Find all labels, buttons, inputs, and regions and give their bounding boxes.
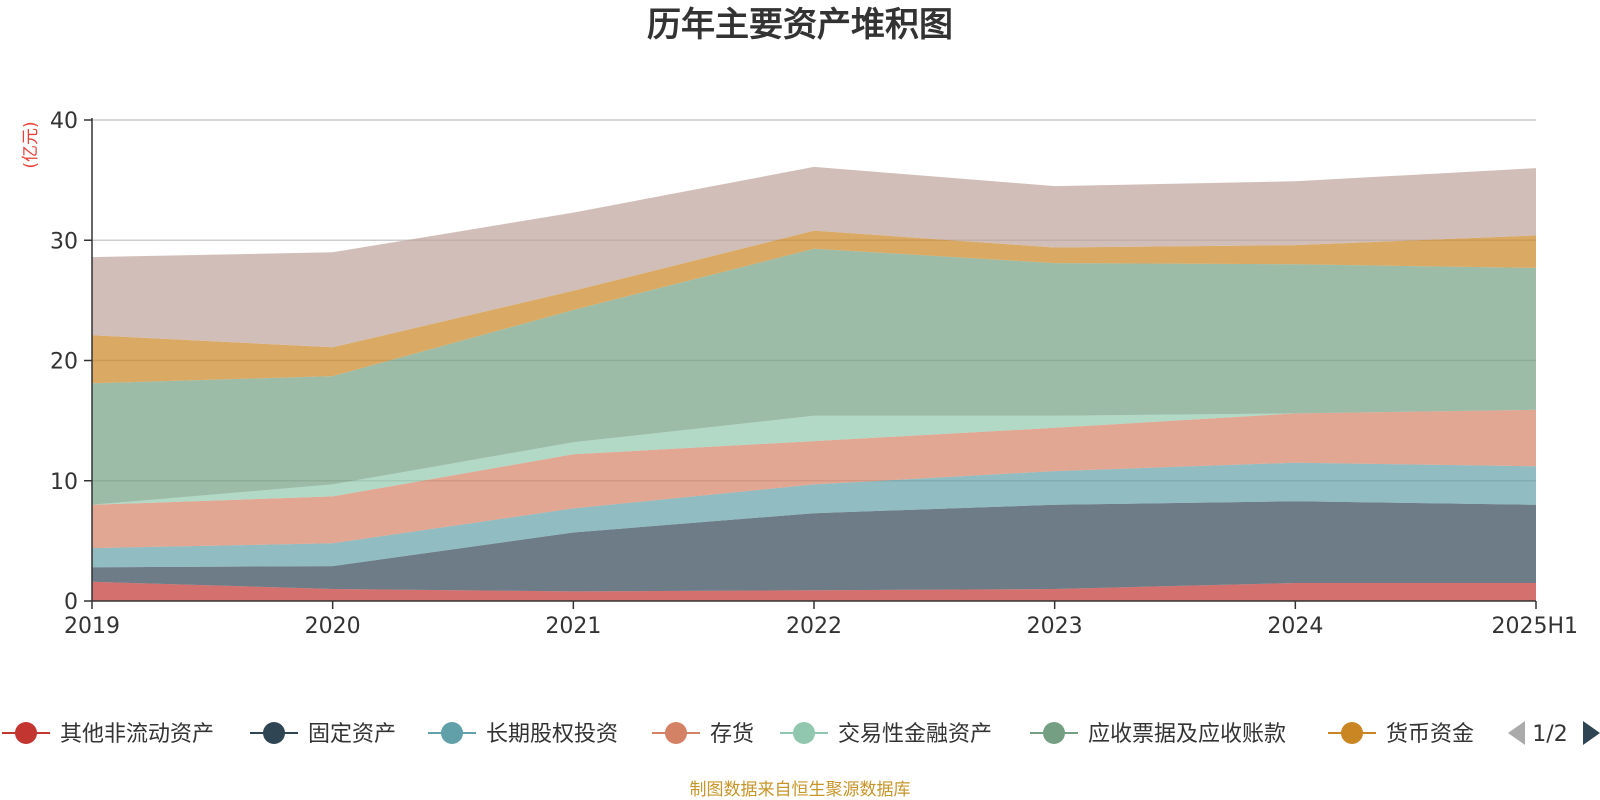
legend-item[interactable]: 长期股权投资 <box>428 722 618 747</box>
legend-next-icon[interactable] <box>1583 721 1600 745</box>
legend-label: 其他非流动资产 <box>60 722 214 747</box>
area-0 <box>92 581 1536 601</box>
source-note: 制图数据来自恒生聚源数据库 <box>690 780 911 800</box>
legend-marker <box>1341 722 1363 744</box>
x-tick-label: 2020 <box>305 614 361 639</box>
y-tick-label: 0 <box>64 590 78 615</box>
legend-item[interactable]: 货币资金 <box>1328 722 1474 747</box>
x-tick-label: 2021 <box>545 614 601 639</box>
area-5 <box>92 248 1536 505</box>
area-3 <box>92 409 1536 549</box>
legend-page-indicator: 1/2 <box>1532 722 1567 747</box>
area-6 <box>92 230 1536 384</box>
x-tick-label: 2023 <box>1027 614 1083 639</box>
legend-prev-icon[interactable] <box>1508 721 1525 745</box>
legend-item[interactable]: 存货 <box>652 722 754 747</box>
y-axis-ticks: 0 10 20 30 40 <box>50 109 92 615</box>
legend: 其他非流动资产 固定资产 长期股权投资 存货 交易性金融资产 应收票据及应收账款 货币资金 <box>2 722 1474 747</box>
legend-marker <box>15 722 37 744</box>
x-tick-label: 2022 <box>786 614 842 639</box>
legend-item[interactable]: 固定资产 <box>250 722 396 747</box>
y-tick-label: 20 <box>50 350 78 375</box>
area-series <box>92 166 1536 601</box>
legend-label: 货币资金 <box>1386 722 1474 747</box>
x-tick-label: 2019 <box>64 614 120 639</box>
y-axis-unit: (亿元) <box>21 121 41 168</box>
x-axis-ticks: 2019 2020 2021 2022 2023 2024 2025H1 <box>64 601 1578 639</box>
legend-marker <box>793 722 815 744</box>
legend-label: 长期股权投资 <box>486 722 618 747</box>
y-tick-label: 40 <box>50 109 78 134</box>
legend-pager: 1/2 <box>1508 721 1600 747</box>
area-2 <box>92 462 1536 568</box>
legend-marker <box>263 722 285 744</box>
chart-title: 历年主要资产堆积图 <box>647 5 953 45</box>
legend-marker <box>441 722 463 744</box>
x-tick-label: 2024 <box>1267 614 1323 639</box>
area-7 <box>92 166 1536 348</box>
area-1 <box>92 501 1536 592</box>
legend-item[interactable]: 应收票据及应收账款 <box>1030 722 1286 747</box>
y-tick-label: 30 <box>50 229 78 254</box>
y-tick-label: 10 <box>50 470 78 495</box>
legend-marker <box>665 722 687 744</box>
legend-label: 交易性金融资产 <box>838 722 992 747</box>
legend-label: 存货 <box>710 722 754 747</box>
legend-label: 应收票据及应收账款 <box>1088 722 1286 747</box>
legend-label: 固定资产 <box>308 722 396 747</box>
legend-item[interactable]: 其他非流动资产 <box>2 722 214 747</box>
area-4 <box>92 409 1536 505</box>
legend-item[interactable]: 交易性金融资产 <box>780 722 992 747</box>
x-tick-label: 2025H1 <box>1491 614 1578 639</box>
legend-marker <box>1043 722 1065 744</box>
